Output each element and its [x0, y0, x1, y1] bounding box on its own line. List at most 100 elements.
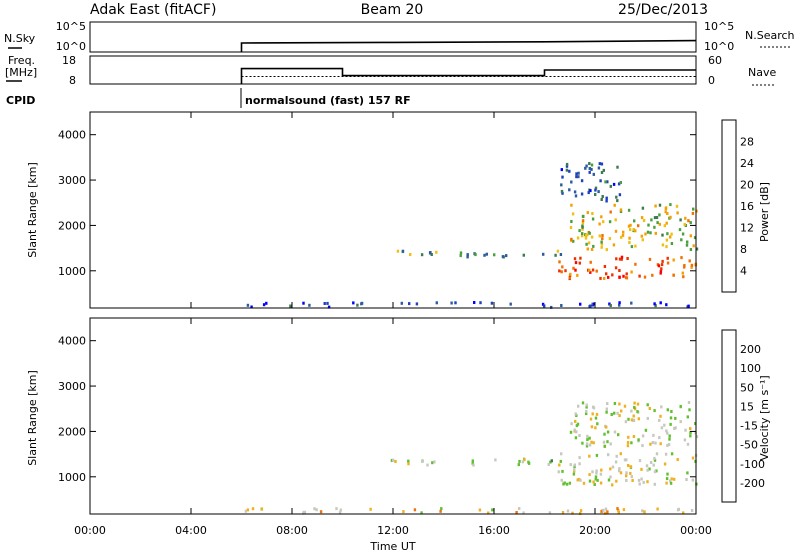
scatter-cell — [588, 473, 591, 477]
scatter-cell — [685, 478, 688, 481]
scatter-cell — [594, 186, 598, 190]
scatter-cell — [660, 405, 663, 409]
scatter-cell — [658, 436, 661, 440]
scatter-cell — [689, 221, 692, 225]
scatter-cell — [313, 507, 316, 511]
freq-left-tick-top: 18 — [62, 54, 76, 67]
scatter-cell — [407, 459, 410, 463]
colorbar-frame — [721, 119, 737, 293]
scatter-cell — [666, 431, 669, 435]
scatter-cell — [625, 479, 628, 482]
scatter-cell — [683, 223, 686, 226]
power-colorbar: 4 8 12 16 20 24 28 — [721, 119, 754, 293]
scatter-cell — [627, 435, 630, 439]
scatter-cell — [638, 459, 642, 463]
scatter-cell — [573, 190, 577, 194]
scatter-cell — [606, 180, 609, 184]
colorbar-tick-label: 4 — [740, 265, 747, 278]
scatter-cell — [666, 443, 669, 447]
scatter-cell — [407, 462, 410, 466]
scatter-cell — [570, 422, 573, 426]
scatter-cell — [588, 443, 592, 447]
scatter-cell — [560, 168, 563, 172]
scatter-cell — [574, 268, 577, 272]
scatter-cell — [651, 441, 655, 444]
scatter-cell — [686, 471, 689, 475]
scatter-cell — [612, 243, 616, 247]
scatter-cell — [588, 479, 592, 483]
scatter-cell — [576, 273, 579, 277]
x-tick-label: 16:00 — [478, 524, 510, 537]
scatter-cell — [654, 231, 657, 235]
scatter-cell — [597, 166, 601, 170]
scatter-cell — [642, 480, 645, 484]
velocity-panel: 1000 2000 3000 4000 Slant Range [km] -200 -1… — [26, 317, 771, 515]
scatter-cell — [602, 168, 605, 172]
scatter-cell — [586, 438, 589, 442]
scatter-cell — [262, 303, 266, 307]
scatter-cell — [319, 510, 323, 514]
scatter-cell — [672, 273, 675, 277]
scatter-cell — [581, 232, 584, 236]
scatter-cell — [609, 467, 612, 471]
scatter-cell — [586, 233, 589, 237]
scatter-cell — [638, 482, 641, 486]
scatter-cell — [576, 422, 580, 426]
scatter-cell — [683, 264, 686, 267]
scatter-cell — [633, 405, 636, 409]
scatter-cell — [616, 165, 619, 169]
x-tick-label: 04:00 — [175, 524, 207, 537]
scatter-cell — [651, 273, 654, 277]
scatter-cell — [590, 425, 594, 429]
scatter-cell — [479, 301, 482, 305]
scatter-cell — [646, 480, 649, 484]
scatter-cell — [632, 419, 636, 423]
date-title: 25/Dec/2013 — [618, 2, 708, 18]
scatter-cell — [620, 235, 623, 239]
scatter-cell — [509, 302, 512, 306]
scatter-cell — [483, 253, 486, 257]
scatter-cell — [523, 458, 526, 462]
scatter-cell — [579, 256, 582, 260]
scatter-cell — [603, 265, 607, 268]
scatter-cell — [679, 404, 682, 408]
scatter-cell — [640, 216, 644, 220]
scatter-cell — [611, 483, 614, 487]
scatter-cell — [579, 478, 582, 482]
scatter-cell — [574, 419, 577, 423]
scatter-cell — [515, 511, 518, 514]
scatter-cell — [674, 426, 677, 430]
scatter-cell — [622, 508, 626, 512]
scatter-cell — [592, 441, 595, 445]
scatter-cell — [591, 268, 595, 272]
scatter-cell — [574, 194, 578, 198]
scatter-cell — [585, 164, 588, 168]
scatter-cell — [614, 218, 617, 222]
scatter-cell — [602, 508, 605, 512]
scatter-cell — [585, 412, 588, 416]
scatter-cell — [615, 257, 618, 261]
scatter-cell — [607, 453, 610, 457]
scatter-cell — [630, 245, 634, 249]
scatter-cell — [542, 252, 545, 256]
scatter-cell — [435, 301, 438, 305]
scatter-cell — [578, 261, 581, 265]
scatter-cell — [566, 509, 570, 513]
power-ylabel: Slant Range [km] — [26, 162, 39, 258]
scatter-cell — [620, 409, 623, 413]
scatter-cell — [560, 304, 563, 307]
scatter-cell — [609, 210, 612, 214]
scatter-cell — [629, 465, 633, 469]
scatter-cell — [560, 189, 564, 193]
scatter-cell — [571, 511, 574, 515]
colorbar-tick-label: 100 — [740, 362, 761, 375]
scatter-cell — [569, 226, 573, 229]
scatter-cell — [604, 180, 607, 184]
scatter-cell — [618, 469, 621, 473]
scatter-cell — [595, 471, 598, 475]
scatter-cell — [578, 229, 581, 233]
scatter-cell — [604, 507, 608, 511]
scatter-cell — [585, 442, 589, 446]
scatter-cell — [653, 409, 656, 413]
